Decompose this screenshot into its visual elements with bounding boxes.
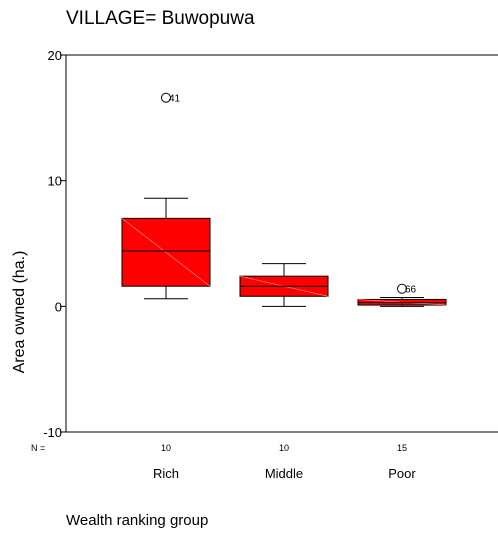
category-label: Rich xyxy=(153,466,179,481)
y-ticks: -10 0 10 20 xyxy=(43,48,66,440)
n-count: 10 xyxy=(161,443,171,453)
n-label: N = xyxy=(31,443,45,453)
outlier-label: 41 xyxy=(169,94,181,105)
y-tick-label: -10 xyxy=(43,425,62,440)
category-label: Poor xyxy=(388,466,416,481)
chart-title: VILLAGE= Buwopuwa xyxy=(66,8,255,29)
y-tick-label: 0 xyxy=(55,299,62,314)
y-tick-label: 10 xyxy=(48,174,62,189)
x-axis-label: Wealth ranking group xyxy=(66,512,209,529)
boxes: 41 66 xyxy=(121,92,447,307)
category-label: Middle xyxy=(265,466,303,481)
axes xyxy=(65,54,498,433)
y-axis-label: Area owned (ha.) xyxy=(11,251,28,374)
outlier-point xyxy=(397,283,407,294)
n-count: 15 xyxy=(397,443,407,453)
y-tick-label: 20 xyxy=(48,48,62,63)
category-labels: 10 Rich 10 Middle 15 Poor xyxy=(153,443,416,481)
outlier-point xyxy=(161,92,171,103)
box-shading xyxy=(121,218,211,287)
n-count: 10 xyxy=(279,443,289,453)
outlier-label: 66 xyxy=(405,285,417,296)
